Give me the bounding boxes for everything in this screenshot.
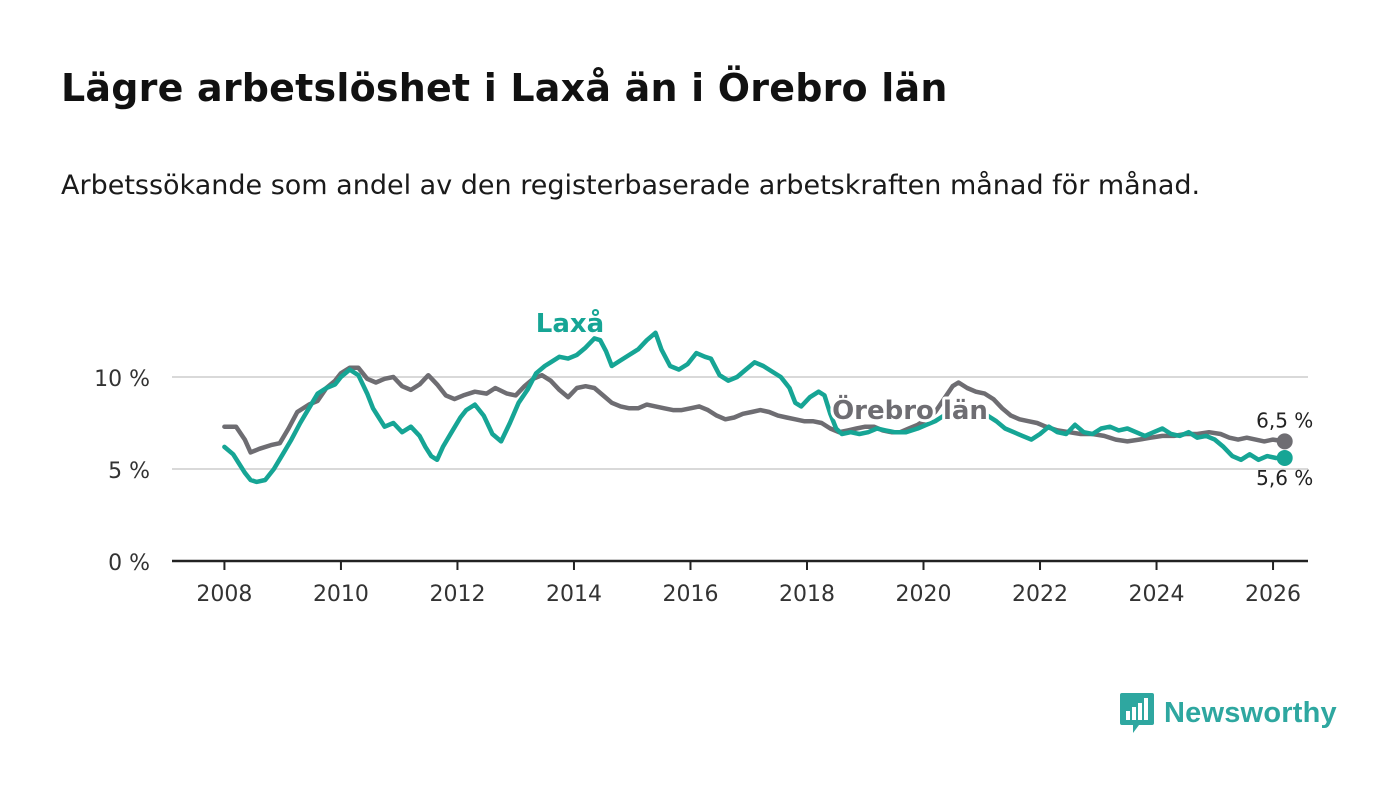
newsworthy-brand: Newsworthy bbox=[1119, 690, 1337, 736]
x-tick-label: 2026 bbox=[1245, 582, 1301, 607]
y-tick-label: 0 % bbox=[108, 551, 150, 576]
gridlines bbox=[172, 376, 1308, 563]
end-point-laxa bbox=[1276, 449, 1293, 466]
series-line-orebro bbox=[222, 365, 1287, 455]
end-value-label: 5,6 % bbox=[1256, 466, 1313, 490]
end-point-orebro bbox=[1276, 433, 1293, 450]
x-tick-label: 2014 bbox=[546, 582, 602, 607]
series-label-laxa: Laxå bbox=[536, 307, 604, 339]
chart-title: Lägre arbetslöshet i Laxå än i Örebro lä… bbox=[61, 66, 948, 110]
end-value-label: 6,5 % bbox=[1256, 408, 1313, 432]
x-axis-ticks: 2008 2010 2012 2014 2016 2018 2020 2022 2024 2026 bbox=[196, 561, 1301, 607]
y-tick-label: 10 % bbox=[94, 367, 150, 392]
brand-name: Newsworthy bbox=[1164, 696, 1337, 729]
chart-subtitle: Arbetssökande som andel av den registerb… bbox=[61, 170, 1201, 201]
x-tick-label: 2010 bbox=[313, 582, 369, 607]
x-tick-label: 2022 bbox=[1012, 582, 1068, 607]
series-label-orebro: Örebro län bbox=[832, 393, 988, 426]
x-tick-label: 2020 bbox=[896, 582, 952, 607]
series-line-laxa bbox=[222, 330, 1287, 485]
x-tick-label: 2018 bbox=[779, 582, 835, 607]
x-tick-label: 2016 bbox=[662, 582, 718, 607]
x-tick-label: 2008 bbox=[196, 582, 252, 607]
x-tick-label: 2012 bbox=[429, 582, 485, 607]
y-tick-label: 5 % bbox=[108, 459, 150, 484]
x-tick-label: 2024 bbox=[1129, 582, 1185, 607]
y-axis-tick-labels: 0 % 5 % 10 % bbox=[94, 367, 150, 576]
series-labels: 6,5 % 5,6 % Laxå Örebro län bbox=[533, 304, 1314, 490]
newsworthy-logo-icon bbox=[1120, 693, 1154, 733]
series-lines bbox=[222, 330, 1287, 485]
